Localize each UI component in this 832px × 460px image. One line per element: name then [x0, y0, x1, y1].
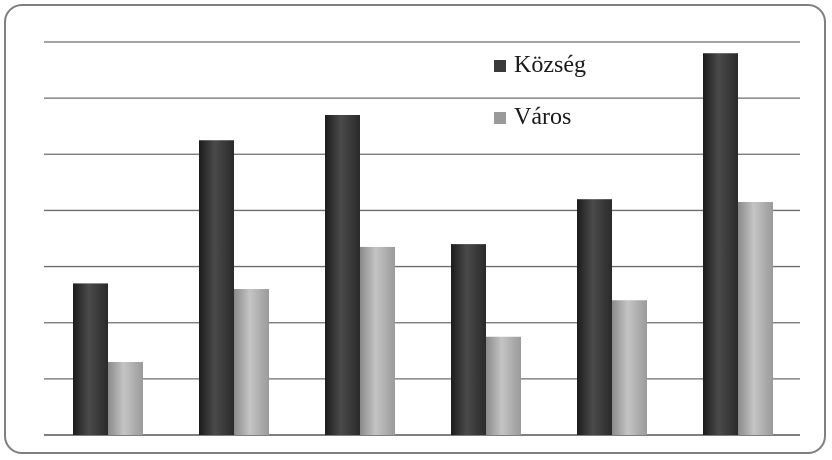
- bars: [73, 53, 773, 435]
- legend-swatch-kozseg: [494, 60, 506, 72]
- bar-kozseg-4: [451, 244, 486, 435]
- bar-kozseg-3: [325, 114, 360, 435]
- legend-label-kozseg: Község: [514, 52, 586, 78]
- bar-kozseg-1: [73, 283, 108, 435]
- legend-label-varos: Város: [514, 104, 571, 130]
- bar-varos-1: [108, 362, 143, 435]
- bar-varos-4: [486, 336, 521, 435]
- bar-kozseg-5: [577, 199, 612, 435]
- bar-varos-2: [234, 289, 269, 435]
- bar-kozseg-6: [703, 53, 738, 435]
- bar-varos-5: [612, 300, 647, 435]
- legend-swatch-varos: [494, 112, 506, 124]
- legend: Község Város: [494, 52, 586, 130]
- gridlines: [44, 41, 800, 436]
- bar-varos-6: [738, 202, 773, 435]
- bar-varos-3: [360, 246, 395, 435]
- bar-kozseg-2: [199, 140, 234, 435]
